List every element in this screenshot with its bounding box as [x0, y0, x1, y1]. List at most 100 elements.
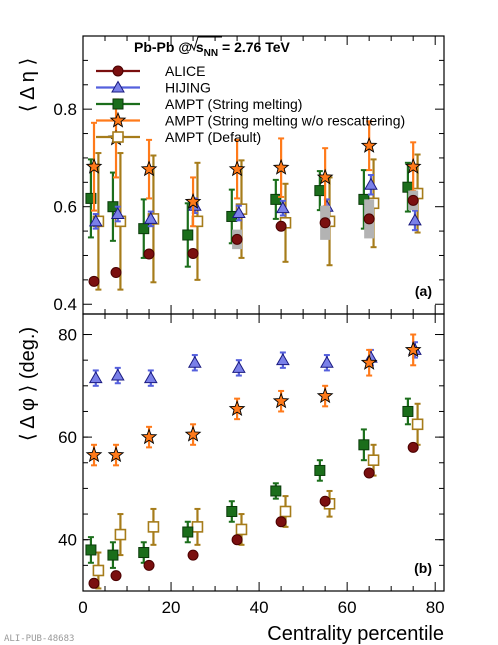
data-point [110, 267, 122, 279]
data-point [88, 214, 103, 227]
data-point [363, 467, 375, 479]
data-point [114, 528, 127, 541]
data-point [85, 157, 103, 174]
x-axis-title: Centrality percentile [267, 623, 444, 645]
series-3 [85, 333, 422, 467]
data-point [276, 353, 290, 366]
legend-entry: AMPT (String melting) [96, 96, 302, 112]
plot-title-suffix: = 2.76 TeV [218, 39, 290, 55]
data-point [228, 160, 246, 177]
x-tick-label: 80 [426, 598, 445, 617]
x-tick-label: 0 [78, 598, 87, 617]
data-point [402, 405, 414, 417]
data-point [360, 136, 378, 153]
data-point [407, 441, 419, 453]
plot-title-sub: NN [204, 48, 218, 59]
data-point [138, 223, 150, 235]
panel-a-frame [82, 35, 445, 315]
data-point [404, 157, 422, 174]
data-point [358, 439, 370, 451]
data-point [110, 570, 122, 582]
data-point [92, 564, 105, 577]
plot-title-sqrt-var: s [196, 39, 204, 55]
data-point [187, 355, 202, 368]
data-point [272, 158, 290, 175]
data-point [407, 194, 419, 206]
legend-entry: AMPT (Default) [96, 129, 261, 145]
data-point [182, 229, 194, 241]
data-point [138, 547, 150, 559]
panel-a-label: (a) [415, 283, 432, 299]
data-point [226, 505, 238, 517]
data-point [275, 516, 287, 528]
data-point [319, 495, 331, 507]
publication-id: ALI-PUB-48683 [4, 634, 74, 644]
plot-title-prefix: Pb-Pb @ [134, 39, 196, 55]
data-point [85, 544, 97, 556]
data-point [182, 526, 194, 538]
panel-b-label: (b) [414, 560, 432, 576]
data-point [85, 446, 103, 463]
legend-entry: HIJING [96, 80, 211, 96]
plot-title: Pb-Pb @ sNN = 2.76 TeV [134, 39, 291, 59]
data-point [88, 275, 100, 287]
data-point [88, 577, 100, 589]
y-tick-label: 0.4 [53, 295, 77, 314]
data-point [143, 371, 158, 384]
data-point [408, 213, 422, 226]
data-point [143, 211, 158, 224]
data-point [88, 371, 103, 384]
data-point [147, 521, 160, 533]
y-tick-label: 60 [58, 428, 77, 447]
panel-b-ticks: 0 20 40 60 80 40 60 80 [58, 314, 445, 617]
legend-marker [112, 65, 124, 77]
panel-b-marks [85, 333, 424, 590]
data-point [276, 201, 290, 214]
data-point [320, 355, 334, 368]
data-point [316, 387, 334, 404]
x-tick-label: 40 [250, 598, 269, 617]
data-point [314, 464, 326, 476]
data-point [140, 160, 158, 177]
data-point [143, 248, 155, 260]
data-point [272, 392, 290, 409]
data-point [270, 485, 282, 497]
data-point [184, 193, 202, 209]
data-point [143, 559, 155, 571]
data-point [107, 446, 125, 463]
series-2 [85, 397, 414, 569]
data-point [231, 206, 246, 219]
data-point [363, 213, 375, 225]
data-point [319, 217, 331, 229]
legend-marker [112, 131, 124, 143]
y-tick-label: 0.6 [53, 198, 77, 217]
data-point [316, 168, 334, 185]
data-point [235, 523, 248, 536]
data-point [270, 193, 282, 205]
data-point [107, 549, 119, 561]
data-point [140, 428, 158, 445]
data-point [411, 418, 424, 431]
panel-a-marks [85, 98, 424, 291]
series-2 [85, 158, 414, 268]
legend-label: HIJING [165, 80, 211, 96]
y-tick-label: 40 [58, 531, 77, 550]
series-0 [88, 441, 419, 589]
data-point [367, 454, 380, 466]
series-4 [92, 402, 424, 590]
legend-label: AMPT (String melting w/o rescattering) [165, 113, 405, 129]
data-point [231, 360, 246, 373]
x-tick-label: 20 [162, 598, 181, 617]
data-point [275, 220, 287, 232]
panel-b-y-axis-title: ⟨ Δ φ ⟩ (deg.) [17, 327, 39, 441]
x-tick-label: 60 [338, 598, 357, 617]
panel-a-ticks: 0.4 0.6 0.8 [53, 36, 444, 314]
legend-entry: ALICE [96, 63, 205, 79]
panel-a-y-axis-title: ⟨ Δ η ⟩ [17, 58, 39, 113]
data-point [85, 192, 97, 204]
data-point [404, 341, 422, 357]
legend-label: AMPT (Default) [165, 129, 261, 145]
data-point [191, 521, 204, 533]
